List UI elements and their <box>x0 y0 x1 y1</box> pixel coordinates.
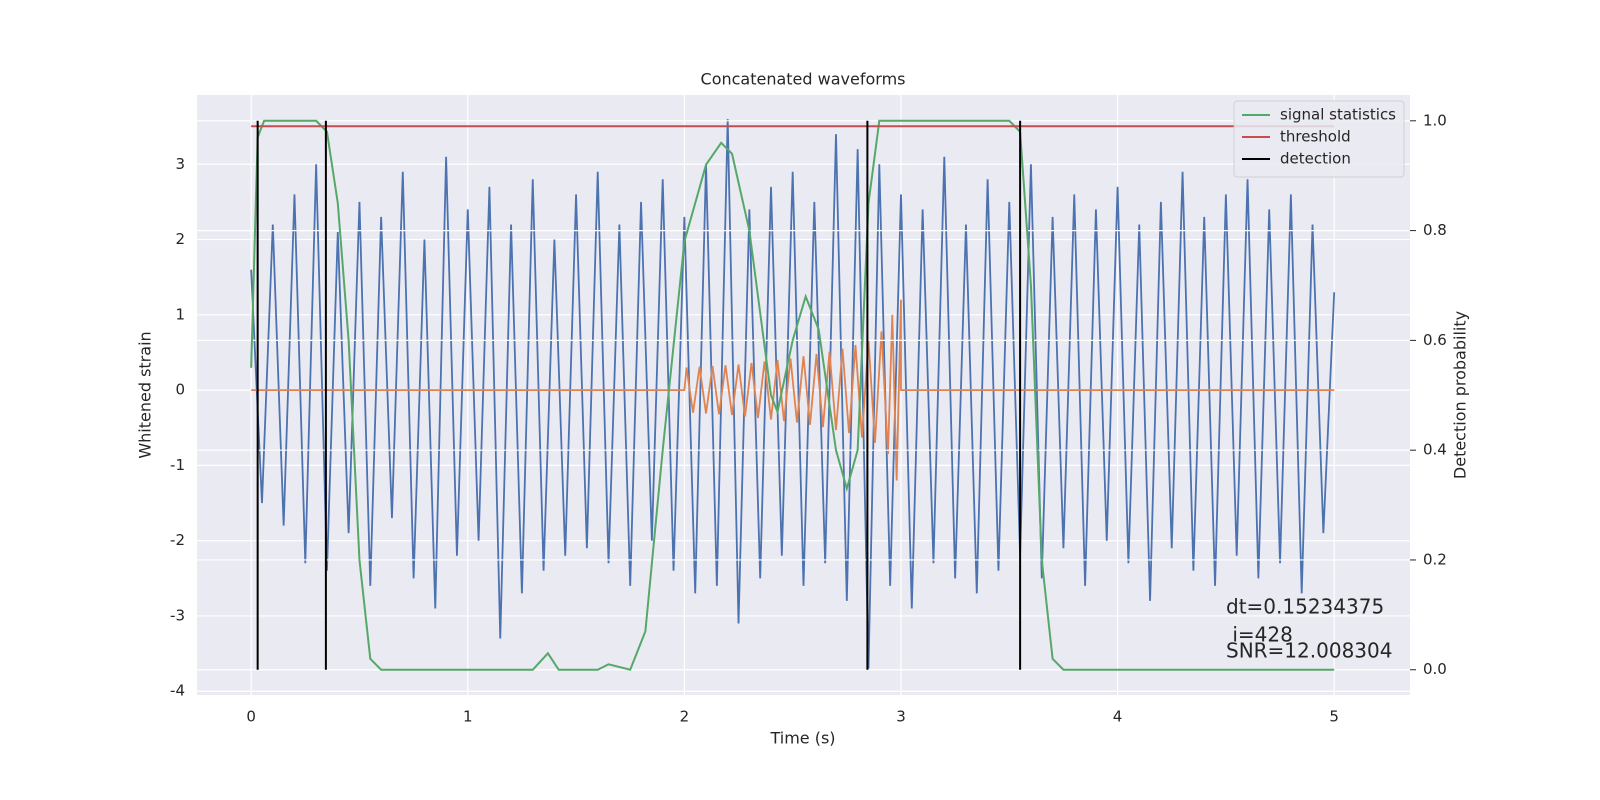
y2-tick-label: 0.0 <box>1423 660 1447 678</box>
y-tick-label: -1 <box>170 456 185 474</box>
y2-tick-label: 0.8 <box>1423 221 1447 239</box>
y-tick-label: -4 <box>170 682 185 700</box>
x-tick-label: 4 <box>1113 708 1123 726</box>
x-tick-label: 2 <box>680 708 690 726</box>
legend-label: detection <box>1280 150 1351 168</box>
y2-axis-label: Detection probability <box>1451 311 1470 479</box>
line-series <box>250 119 1336 669</box>
legend-box <box>1233 100 1405 178</box>
y2-tick-label: 1.0 <box>1423 111 1447 129</box>
x-tick-label: 1 <box>463 708 473 726</box>
x-axis-label: Time (s) <box>769 729 835 748</box>
y-tick-label: -3 <box>170 606 185 624</box>
y2-tick-label: 0.4 <box>1423 441 1447 459</box>
annotation: SNR=12.008304 <box>1226 639 1392 663</box>
x-tick-label: 5 <box>1329 708 1339 726</box>
y-tick-label: -2 <box>170 531 185 549</box>
annotation: dt=0.15234375 <box>1226 595 1384 619</box>
line-series <box>251 299 1335 481</box>
y-tick-label: 2 <box>175 230 185 248</box>
y-tick-label: 3 <box>175 155 185 173</box>
legend-label: signal statistics <box>1280 106 1396 124</box>
y-tick-label: 0 <box>175 381 185 399</box>
annotation: i=428 <box>1226 623 1293 647</box>
y2-tick-label: 0.2 <box>1423 550 1447 568</box>
x-tick-label: 3 <box>896 708 906 726</box>
line-series <box>250 119 1335 671</box>
y2-tick-label: 0.6 <box>1423 331 1447 349</box>
y-axis-label: Whitened strain <box>136 331 155 458</box>
plot-area <box>197 95 1410 695</box>
y-tick-label: 1 <box>175 305 185 323</box>
legend-label: threshold <box>1280 128 1351 146</box>
chart-title: Concatenated waveforms <box>701 70 906 89</box>
x-tick-label: 0 <box>246 708 256 726</box>
